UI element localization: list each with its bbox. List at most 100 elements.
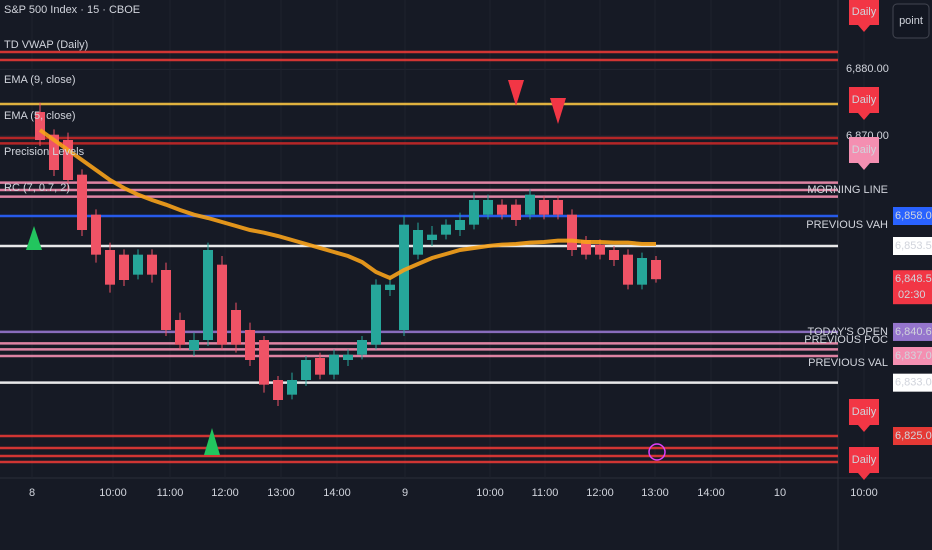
x-tick-label: 10:00 xyxy=(476,487,504,499)
daily-tag-text: Daily xyxy=(852,144,877,156)
candle-body xyxy=(175,320,185,345)
level-label: PREVIOUS POC xyxy=(804,334,888,346)
candle-body xyxy=(357,340,367,355)
price-badge-label: 6,840.61 xyxy=(895,326,932,338)
level-label: MORNING LINE xyxy=(807,184,888,196)
x-tick-label: 11:00 xyxy=(532,487,559,499)
price-badge-label: 6,858.00 xyxy=(895,210,932,222)
candle-body xyxy=(511,204,521,220)
price-badge-label: 6,848.52 xyxy=(895,273,932,285)
countdown: 02:30 xyxy=(898,289,926,301)
legend-item: Precision Levels xyxy=(4,146,85,158)
signal-marker xyxy=(204,428,220,455)
candle-body xyxy=(469,200,479,225)
candle-body xyxy=(623,254,633,285)
candle-body xyxy=(301,360,311,380)
candle-body xyxy=(287,380,297,395)
daily-tag-text: Daily xyxy=(852,406,877,418)
daily-tag-pointer xyxy=(858,163,870,170)
price-badge xyxy=(893,427,932,445)
chart-title: S&P 500 Index · 15 · CBOE xyxy=(4,4,140,16)
candle-body xyxy=(329,354,339,375)
candle-body xyxy=(91,214,101,255)
daily-tag xyxy=(849,0,879,25)
candle-body xyxy=(343,354,353,360)
candle-body xyxy=(609,250,619,260)
x-tick-label: 9 xyxy=(402,487,408,499)
candle-body xyxy=(217,264,227,345)
candle-body xyxy=(483,200,493,215)
x-tick-label: 10 xyxy=(774,487,786,499)
candle-body xyxy=(77,174,87,230)
x-tick-label: 14:00 xyxy=(697,487,725,499)
x-tick-label: 13:00 xyxy=(267,487,295,499)
candle-body xyxy=(315,358,325,375)
x-tick-label: 10:00 xyxy=(850,487,878,499)
price-badge-label: 6,853.50 xyxy=(895,240,932,252)
x-tick-label: 12:00 xyxy=(586,487,614,499)
price-badge-label: 6,825.00 xyxy=(895,430,932,442)
candle-body xyxy=(455,220,465,230)
price-badge xyxy=(893,347,932,365)
x-tick-label: 8 xyxy=(29,487,35,499)
candle-body xyxy=(63,140,73,180)
price-badge-label: 6,833.00 xyxy=(895,377,932,389)
candle-body xyxy=(105,250,115,285)
daily-tag xyxy=(849,137,879,163)
signal-marker xyxy=(550,98,566,124)
point-button-text: point xyxy=(899,15,923,27)
candle-body xyxy=(259,340,269,385)
candle-body xyxy=(133,254,143,275)
candle-body xyxy=(567,214,577,250)
legend-item: RC (7, 0.7, 2) xyxy=(4,182,70,194)
candle-body xyxy=(203,250,213,340)
daily-tag-text: Daily xyxy=(852,6,877,18)
event-icon xyxy=(648,443,666,461)
x-tick-label: 14:00 xyxy=(323,487,351,499)
point-button[interactable] xyxy=(892,3,930,39)
price-badge xyxy=(893,270,932,305)
candle-body xyxy=(385,284,395,290)
daily-tag xyxy=(849,447,879,473)
candle-body xyxy=(49,134,59,170)
daily-tag-text: Daily xyxy=(852,94,877,106)
x-tick-label: 13:00 xyxy=(641,487,669,499)
candle-body xyxy=(231,310,241,345)
candle-body xyxy=(35,112,45,140)
daily-tag-pointer xyxy=(858,425,870,432)
candle-body xyxy=(371,284,381,345)
candle-body xyxy=(441,224,451,235)
candle-body xyxy=(637,258,647,285)
candle-body xyxy=(189,340,199,350)
legend-item: EMA (9, close) xyxy=(4,74,76,86)
candle-body xyxy=(413,230,423,255)
signal-marker xyxy=(508,80,524,106)
daily-tag xyxy=(849,399,879,425)
candle-body xyxy=(273,380,283,400)
candle-body xyxy=(399,224,409,330)
level-label: PREVIOUS VAH xyxy=(806,219,888,231)
candle-body xyxy=(651,260,661,280)
daily-tag-text: Daily xyxy=(852,454,877,466)
candle-body xyxy=(553,200,563,215)
candle-body xyxy=(245,330,255,360)
level-label: PREVIOUS VAL xyxy=(808,357,888,369)
price-badge xyxy=(893,237,932,255)
y-tick-label: 6,880.00 xyxy=(846,63,889,75)
candle-body xyxy=(539,200,549,215)
daily-tag-pointer xyxy=(858,25,870,32)
level-label: TODAY'S OPEN xyxy=(807,326,888,338)
candle-body xyxy=(119,254,129,280)
x-tick-label: 12:00 xyxy=(211,487,239,499)
signal-marker xyxy=(26,226,42,250)
indicator-line xyxy=(38,128,656,281)
legend-item: TD VWAP (Daily) xyxy=(4,39,88,51)
price-badge xyxy=(893,373,932,392)
price-badge xyxy=(893,322,932,341)
price-badge-label: 6,837.00 xyxy=(895,350,932,362)
x-tick-label: 11:00 xyxy=(157,487,184,499)
x-tick-label: 10:00 xyxy=(99,487,127,499)
candle-body xyxy=(525,194,535,215)
